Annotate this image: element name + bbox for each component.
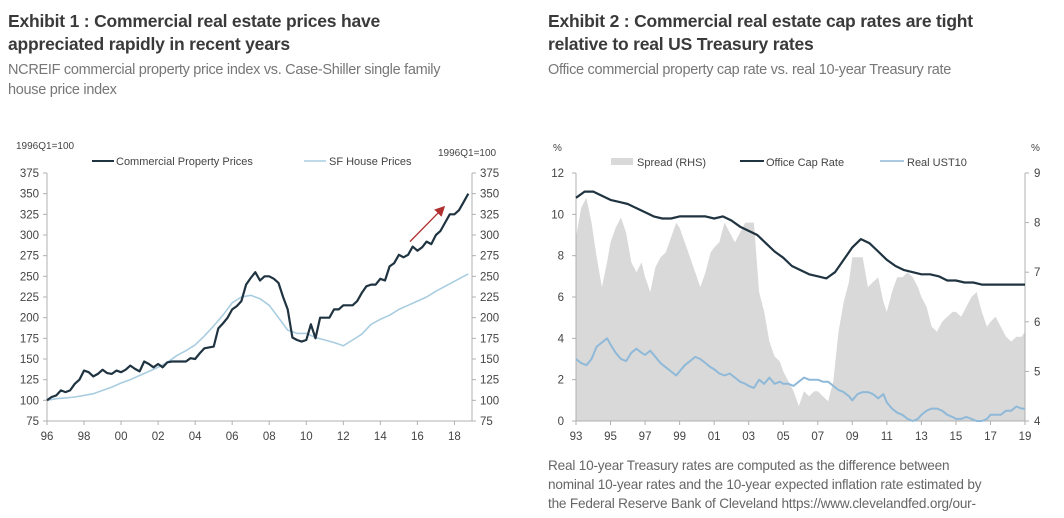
legend-swatch-spread <box>611 158 633 165</box>
right-y-tick-label: 275 <box>480 251 499 263</box>
legend-label-spread: Spread (RHS) <box>637 157 706 169</box>
right-axis-unit-label: 1996Q1=100 <box>438 148 497 159</box>
left-y-tick-label: 2 <box>558 375 564 387</box>
left-y-tick-label: 200 <box>20 313 39 325</box>
right-y-tick-label: 250 <box>480 271 499 283</box>
left-y-tick-label: 325 <box>20 209 39 221</box>
chart-2-cap-rate-vs-real-ust10: 0 2 4 6 8 10 12 4 5 6 7 8 9 93 95 97 99 01 03 05 07 09 11 13 15 1… <box>551 143 1041 443</box>
right-y-tick-label: 125 <box>480 375 499 387</box>
exhibit1-subtitle: NCREIF commercial property price index v… <box>8 60 440 100</box>
left-y-tick-label: 300 <box>20 230 39 242</box>
x-tick-label: 11 <box>881 431 893 443</box>
x-tick-label: 18 <box>448 431 461 443</box>
trend-arrow-annotation <box>409 205 446 243</box>
x-tick-label: 99 <box>673 431 686 443</box>
exhibit2-footnote-line3: the Federal Reserve Bank of Cleveland ht… <box>548 496 976 511</box>
left-y-tick-label: 4 <box>558 333 565 345</box>
x-tick-label: 17 <box>984 431 997 443</box>
left-y-tick-label: 275 <box>20 251 39 263</box>
right-y-tick-label: 75 <box>480 416 493 428</box>
right-y-tick-label: 175 <box>480 333 499 345</box>
exhibit2-title-line2: relative to real US Treasury rates <box>548 34 814 54</box>
left-y-tick-label: 0 <box>558 416 564 428</box>
x-tick-label: 01 <box>708 431 721 443</box>
exhibit1-title: Exhibit 1 : Commercial real estate price… <box>8 10 380 56</box>
legend-label-cap-rate: Office Cap Rate <box>766 157 844 169</box>
left-axis-unit-label: % <box>553 143 562 154</box>
x-tick-label: 09 <box>846 431 859 443</box>
left-y-tick-label: 175 <box>20 333 39 345</box>
series-line-sf-house-prices <box>46 273 469 402</box>
x-tick-label: 08 <box>263 431 276 443</box>
legend-label-house: SF House Prices <box>329 156 412 168</box>
x-tick-label: 04 <box>189 431 202 443</box>
x-tick-label: 07 <box>811 431 824 443</box>
exhibit2-subtitle: Office commercial property cap rate vs. … <box>548 62 952 78</box>
x-tick-label: 15 <box>950 431 963 443</box>
x-tick-label: 05 <box>777 431 790 443</box>
right-y-tick-label: 8 <box>1034 218 1040 230</box>
x-tick-label: 02 <box>152 431 165 443</box>
left-axis-unit-label: 1996Q1=100 <box>16 141 75 152</box>
legend-label-real-ust10: Real UST10 <box>907 157 967 169</box>
x-tick-label: 10 <box>300 431 313 443</box>
left-y-tick-label: 8 <box>558 251 564 263</box>
left-y-tick-label: 75 <box>26 416 39 428</box>
x-tick-label: 14 <box>374 431 387 443</box>
left-y-tick-label: 150 <box>20 354 39 366</box>
right-y-tick-label: 150 <box>480 354 499 366</box>
x-tick-label: 95 <box>604 431 617 443</box>
exhibit1-subtitle-line1: NCREIF commercial property price index v… <box>8 62 441 78</box>
x-tick-label: 96 <box>41 431 54 443</box>
left-y-tick-label: 125 <box>20 375 39 387</box>
right-y-tick-label: 350 <box>480 189 499 201</box>
x-tick-label: 12 <box>337 431 350 443</box>
left-y-tick-label: 250 <box>20 271 39 283</box>
exhibit2-title: Exhibit 2 : Commercial real estate cap r… <box>548 10 973 56</box>
right-y-tick-label: 225 <box>480 292 499 304</box>
exhibit2-title-line1: Exhibit 2 : Commercial real estate cap r… <box>548 11 973 31</box>
right-axis-unit-label: % <box>1031 143 1040 154</box>
left-y-tick-label: 12 <box>551 168 564 180</box>
right-y-tick-label: 7 <box>1034 267 1040 279</box>
chart-1-commercial-vs-house-prices: 75 75 100 100 125 125 150 150 175 175 200 200 225 225… <box>16 141 499 443</box>
left-y-tick-label: 375 <box>20 168 39 180</box>
x-tick-label: 00 <box>115 431 128 443</box>
exhibit2-footnote-line2: nominal 10-year rates and the 10-year ex… <box>548 477 982 492</box>
right-y-tick-label: 9 <box>1034 168 1040 180</box>
right-y-tick-label: 200 <box>480 313 499 325</box>
right-y-tick-label: 100 <box>480 395 499 407</box>
series-area-spread <box>576 197 1025 421</box>
series-line-real-ust10 <box>575 337 1025 422</box>
exhibit1-title-line1: Exhibit 1 : Commercial real estate price… <box>8 11 381 31</box>
series-line-commercial-property-prices <box>46 193 470 402</box>
right-y-tick-label: 300 <box>480 230 499 242</box>
x-tick-label: 97 <box>639 431 652 443</box>
right-y-tick-label: 6 <box>1034 317 1040 329</box>
exhibit1-title-line2: appreciated rapidly in recent years <box>8 34 290 54</box>
left-y-tick-label: 100 <box>20 395 39 407</box>
left-y-tick-label: 225 <box>20 292 39 304</box>
x-tick-label: 98 <box>78 431 91 443</box>
x-tick-label: 19 <box>1019 431 1032 443</box>
right-y-tick-label: 4 <box>1034 416 1041 428</box>
x-tick-label: 16 <box>411 431 424 443</box>
legend-label-commercial: Commercial Property Prices <box>116 156 253 168</box>
x-tick-label: 03 <box>742 431 755 443</box>
x-tick-label: 06 <box>226 431 239 443</box>
x-tick-label: 93 <box>570 431 583 443</box>
left-y-tick-label: 10 <box>551 209 564 221</box>
x-tick-label: 13 <box>915 431 928 443</box>
right-y-tick-label: 325 <box>480 209 499 221</box>
left-y-tick-label: 350 <box>20 189 39 201</box>
right-y-tick-label: 375 <box>480 168 499 180</box>
exhibit2-footnote: Real 10-year Treasury rates are computed… <box>548 456 981 513</box>
series-line-office-cap-rate <box>575 190 1025 286</box>
right-y-tick-label: 5 <box>1034 366 1040 378</box>
exhibit2-footnote-line1: Real 10-year Treasury rates are computed… <box>548 458 950 473</box>
exhibit1-subtitle-line2: house price index <box>8 82 117 98</box>
left-y-tick-label: 6 <box>558 292 564 304</box>
